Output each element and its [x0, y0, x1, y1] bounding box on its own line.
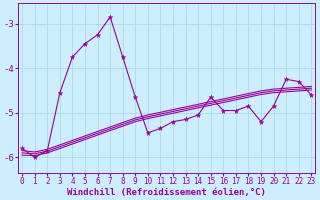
X-axis label: Windchill (Refroidissement éolien,°C): Windchill (Refroidissement éolien,°C) — [67, 188, 266, 197]
